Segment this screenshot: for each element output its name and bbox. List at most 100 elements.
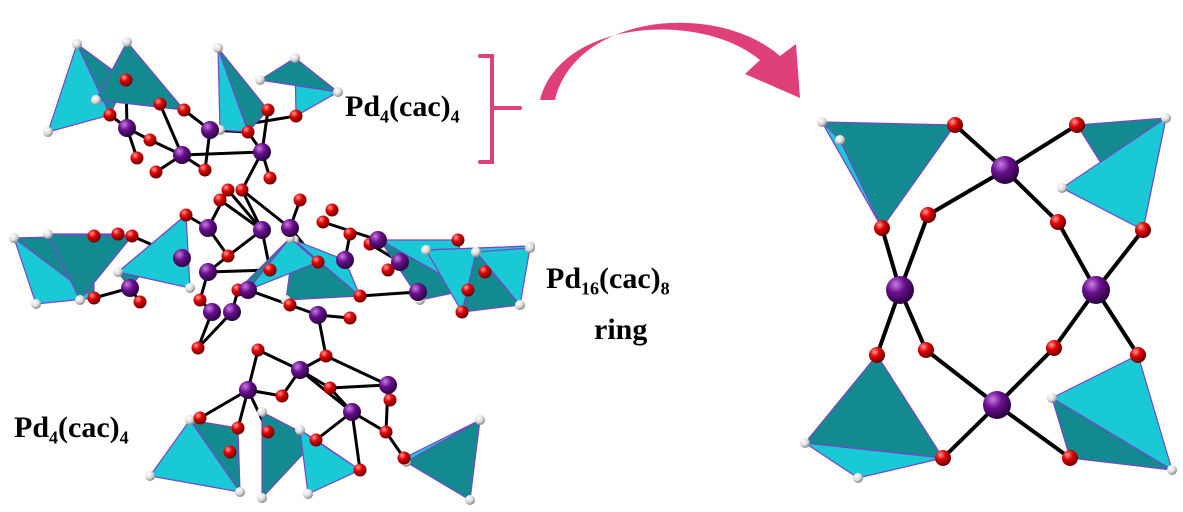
h-atom (800, 438, 810, 448)
o-atom (149, 165, 163, 179)
o-atom (920, 207, 936, 223)
bottom-cluster-label: Pd4(cac)4 (14, 411, 129, 448)
h-atom (421, 245, 431, 255)
o-atom (343, 311, 357, 325)
tetra-face (461, 250, 522, 313)
h-atom (295, 425, 305, 435)
o-atom (1062, 450, 1078, 466)
tetra-face (95, 40, 186, 111)
o-atom (263, 171, 277, 185)
tetra-face (821, 121, 883, 229)
h-atom (835, 135, 845, 145)
pd-atom (309, 306, 327, 324)
tetra-face (1050, 396, 1173, 471)
tetra-face (1060, 116, 1167, 231)
pd-atom (281, 219, 299, 237)
o-atom (1135, 222, 1151, 238)
o-atom (119, 73, 133, 87)
tetra-face (404, 418, 481, 501)
pd-atom (1082, 276, 1110, 304)
pd-atom (253, 221, 271, 239)
o-atom (935, 450, 951, 466)
o-atom (261, 425, 275, 439)
h-atom (185, 415, 195, 425)
tetrahedron (217, 47, 269, 134)
o-atom (179, 208, 193, 222)
o-atom (869, 347, 885, 363)
o-atom (87, 291, 101, 305)
o-atom (323, 381, 337, 395)
pd-atom (173, 249, 191, 267)
o-atom (325, 203, 339, 217)
o-atom (125, 229, 139, 243)
o-atom (478, 265, 492, 279)
bond (995, 403, 1072, 460)
pd-atom (253, 143, 271, 161)
h-atom (113, 267, 123, 277)
o-atom (947, 117, 963, 133)
o-atom (309, 433, 323, 447)
o-atom (213, 193, 227, 207)
o-atom (353, 463, 367, 477)
h-atom (43, 229, 53, 239)
bond (924, 348, 999, 407)
o-atom (251, 343, 265, 357)
o-atom (275, 389, 289, 403)
o-atom (111, 227, 125, 241)
ring-label: Pd16(cac)8 (546, 262, 670, 299)
o-atom (289, 109, 303, 123)
o-atom (455, 305, 469, 319)
o-atom (397, 451, 411, 465)
o-atom (130, 151, 144, 165)
h-atom (1161, 113, 1171, 123)
h-atom (72, 39, 82, 49)
bracket (478, 54, 522, 164)
pd-atom (199, 263, 217, 281)
o-atom (316, 215, 330, 229)
o-atom (193, 411, 207, 425)
tetrahedron (299, 428, 362, 495)
pd-atom (343, 403, 361, 421)
o-atom (177, 103, 191, 117)
o-atom (918, 342, 934, 358)
h-atom (1057, 183, 1067, 193)
h-atom (853, 473, 863, 483)
h-atom (515, 300, 525, 310)
o-atom (379, 425, 393, 439)
bond (158, 102, 184, 157)
pd-atom (409, 283, 427, 301)
h-atom (31, 299, 41, 309)
pd-atom (173, 146, 191, 164)
top-cluster-label: Pd4(cac)4 (345, 90, 460, 127)
ring-subunit-structure (800, 113, 1177, 483)
o-atom (87, 229, 101, 243)
o-atom (293, 193, 307, 207)
h-atom (465, 495, 475, 505)
right-atoms (869, 117, 1151, 466)
o-atom (263, 263, 277, 277)
bond (324, 354, 390, 387)
o-atom (1130, 347, 1146, 363)
o-atom (343, 227, 357, 241)
h-atom (290, 53, 300, 63)
o-atom (874, 220, 890, 236)
pd-atom (379, 376, 397, 394)
pd-atom (391, 253, 409, 271)
bond (180, 150, 264, 157)
tetrahedron (258, 56, 341, 118)
pd-atom (239, 281, 257, 299)
o-atom (461, 283, 475, 297)
tetrahedron (1060, 116, 1167, 232)
bond (328, 383, 390, 390)
h-atom (333, 87, 343, 97)
tetrahedron (148, 418, 242, 495)
tetra-face (804, 442, 944, 479)
h-atom (9, 233, 19, 243)
tetrahedron (803, 353, 945, 479)
pd-atom (336, 251, 354, 269)
o-atom (283, 298, 297, 312)
h-atom (145, 471, 155, 481)
h-atom (122, 37, 132, 47)
tetrahedron (403, 418, 481, 501)
pd-atom (223, 303, 241, 321)
